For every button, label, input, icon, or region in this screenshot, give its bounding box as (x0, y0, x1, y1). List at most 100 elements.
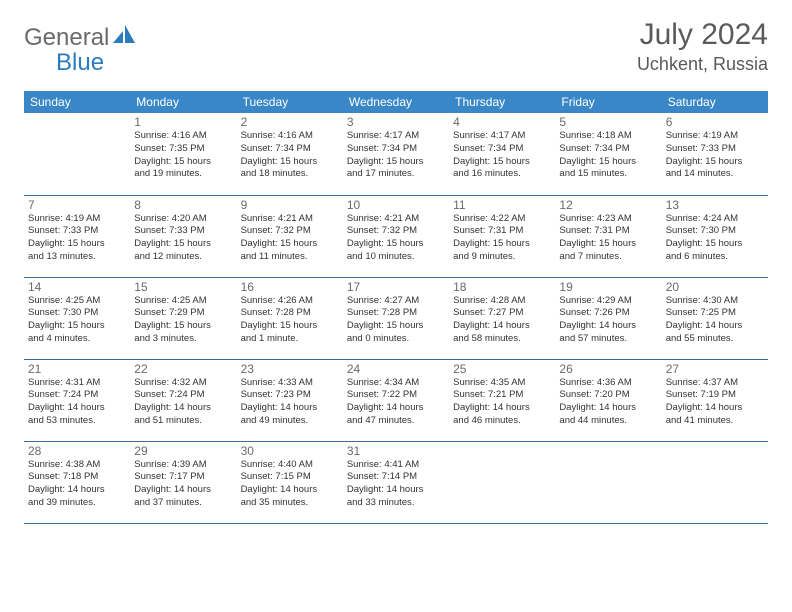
day-info: Sunrise: 4:37 AMSunset: 7:19 PMDaylight:… (666, 377, 764, 428)
day-info: Sunrise: 4:16 AMSunset: 7:34 PMDaylight:… (241, 130, 339, 181)
info-line: and 7 minutes. (559, 251, 657, 264)
day-number: 20 (666, 280, 764, 294)
day-number: 5 (559, 115, 657, 129)
info-line: Sunset: 7:33 PM (134, 225, 232, 238)
info-line: Sunrise: 4:29 AM (559, 295, 657, 308)
info-line: and 58 minutes. (453, 333, 551, 346)
calendar-week-row: 1Sunrise: 4:16 AMSunset: 7:35 PMDaylight… (24, 113, 768, 195)
info-line: Sunset: 7:17 PM (134, 471, 232, 484)
calendar-cell: 2Sunrise: 4:16 AMSunset: 7:34 PMDaylight… (237, 113, 343, 195)
weekday-header: Thursday (449, 91, 555, 113)
info-line: and 55 minutes. (666, 333, 764, 346)
info-line: Daylight: 14 hours (666, 320, 764, 333)
calendar-cell: 1Sunrise: 4:16 AMSunset: 7:35 PMDaylight… (130, 113, 236, 195)
weekday-header-row: Sunday Monday Tuesday Wednesday Thursday… (24, 91, 768, 113)
info-line: Sunrise: 4:40 AM (241, 459, 339, 472)
day-info: Sunrise: 4:31 AMSunset: 7:24 PMDaylight:… (28, 377, 126, 428)
calendar-cell: 29Sunrise: 4:39 AMSunset: 7:17 PMDayligh… (130, 441, 236, 523)
calendar-table: Sunday Monday Tuesday Wednesday Thursday… (24, 91, 768, 524)
day-number: 4 (453, 115, 551, 129)
day-number: 30 (241, 444, 339, 458)
calendar-cell: 21Sunrise: 4:31 AMSunset: 7:24 PMDayligh… (24, 359, 130, 441)
calendar-cell: 12Sunrise: 4:23 AMSunset: 7:31 PMDayligh… (555, 195, 661, 277)
calendar-cell: 18Sunrise: 4:28 AMSunset: 7:27 PMDayligh… (449, 277, 555, 359)
info-line: Sunrise: 4:36 AM (559, 377, 657, 390)
day-number: 1 (134, 115, 232, 129)
calendar-cell: 25Sunrise: 4:35 AMSunset: 7:21 PMDayligh… (449, 359, 555, 441)
info-line: Sunrise: 4:16 AM (134, 130, 232, 143)
calendar-cell: 30Sunrise: 4:40 AMSunset: 7:15 PMDayligh… (237, 441, 343, 523)
info-line: Sunrise: 4:28 AM (453, 295, 551, 308)
info-line: Sunset: 7:21 PM (453, 389, 551, 402)
calendar-cell: 15Sunrise: 4:25 AMSunset: 7:29 PMDayligh… (130, 277, 236, 359)
day-number: 24 (347, 362, 445, 376)
calendar-week-row: 28Sunrise: 4:38 AMSunset: 7:18 PMDayligh… (24, 441, 768, 523)
day-number: 23 (241, 362, 339, 376)
calendar-body: 1Sunrise: 4:16 AMSunset: 7:35 PMDaylight… (24, 113, 768, 523)
weekday-header: Saturday (662, 91, 768, 113)
month-title: July 2024 (637, 18, 768, 52)
day-number: 13 (666, 198, 764, 212)
calendar-cell (555, 441, 661, 523)
day-number: 8 (134, 198, 232, 212)
day-info: Sunrise: 4:21 AMSunset: 7:32 PMDaylight:… (347, 213, 445, 264)
day-info: Sunrise: 4:38 AMSunset: 7:18 PMDaylight:… (28, 459, 126, 510)
day-info: Sunrise: 4:34 AMSunset: 7:22 PMDaylight:… (347, 377, 445, 428)
info-line: and 15 minutes. (559, 168, 657, 181)
calendar-cell: 20Sunrise: 4:30 AMSunset: 7:25 PMDayligh… (662, 277, 768, 359)
info-line: Sunset: 7:29 PM (134, 307, 232, 320)
calendar-cell: 9Sunrise: 4:21 AMSunset: 7:32 PMDaylight… (237, 195, 343, 277)
info-line: and 33 minutes. (347, 497, 445, 510)
info-line: Sunset: 7:30 PM (666, 225, 764, 238)
day-number: 29 (134, 444, 232, 458)
info-line: Sunrise: 4:20 AM (134, 213, 232, 226)
info-line: Daylight: 15 hours (559, 238, 657, 251)
calendar-cell (24, 113, 130, 195)
info-line: Sunrise: 4:21 AM (241, 213, 339, 226)
info-line: Sunset: 7:34 PM (453, 143, 551, 156)
info-line: Sunset: 7:24 PM (28, 389, 126, 402)
calendar-cell: 31Sunrise: 4:41 AMSunset: 7:14 PMDayligh… (343, 441, 449, 523)
info-line: and 3 minutes. (134, 333, 232, 346)
info-line: Sunset: 7:22 PM (347, 389, 445, 402)
calendar-cell: 23Sunrise: 4:33 AMSunset: 7:23 PMDayligh… (237, 359, 343, 441)
info-line: Sunset: 7:33 PM (28, 225, 126, 238)
calendar-cell: 5Sunrise: 4:18 AMSunset: 7:34 PMDaylight… (555, 113, 661, 195)
info-line: Sunset: 7:34 PM (347, 143, 445, 156)
calendar-cell: 7Sunrise: 4:19 AMSunset: 7:33 PMDaylight… (24, 195, 130, 277)
info-line: and 17 minutes. (347, 168, 445, 181)
info-line: Sunset: 7:27 PM (453, 307, 551, 320)
day-number: 17 (347, 280, 445, 294)
info-line: and 37 minutes. (134, 497, 232, 510)
day-info: Sunrise: 4:24 AMSunset: 7:30 PMDaylight:… (666, 213, 764, 264)
info-line: and 11 minutes. (241, 251, 339, 264)
info-line: Sunrise: 4:17 AM (347, 130, 445, 143)
calendar-cell: 27Sunrise: 4:37 AMSunset: 7:19 PMDayligh… (662, 359, 768, 441)
day-number: 9 (241, 198, 339, 212)
info-line: Daylight: 15 hours (347, 320, 445, 333)
info-line: and 19 minutes. (134, 168, 232, 181)
info-line: Sunrise: 4:27 AM (347, 295, 445, 308)
info-line: and 1 minute. (241, 333, 339, 346)
info-line: Daylight: 14 hours (28, 402, 126, 415)
calendar-cell: 11Sunrise: 4:22 AMSunset: 7:31 PMDayligh… (449, 195, 555, 277)
calendar-cell: 24Sunrise: 4:34 AMSunset: 7:22 PMDayligh… (343, 359, 449, 441)
info-line: and 44 minutes. (559, 415, 657, 428)
info-line: Daylight: 14 hours (559, 402, 657, 415)
calendar-cell: 8Sunrise: 4:20 AMSunset: 7:33 PMDaylight… (130, 195, 236, 277)
info-line: Sunrise: 4:21 AM (347, 213, 445, 226)
info-line: Daylight: 15 hours (347, 156, 445, 169)
day-number: 19 (559, 280, 657, 294)
info-line: Sunset: 7:34 PM (241, 143, 339, 156)
calendar-cell: 19Sunrise: 4:29 AMSunset: 7:26 PMDayligh… (555, 277, 661, 359)
info-line: Sunset: 7:15 PM (241, 471, 339, 484)
day-info: Sunrise: 4:33 AMSunset: 7:23 PMDaylight:… (241, 377, 339, 428)
day-number: 3 (347, 115, 445, 129)
day-info: Sunrise: 4:18 AMSunset: 7:34 PMDaylight:… (559, 130, 657, 181)
info-line: Daylight: 15 hours (241, 320, 339, 333)
info-line: Sunset: 7:14 PM (347, 471, 445, 484)
info-line: and 57 minutes. (559, 333, 657, 346)
info-line: Sunset: 7:25 PM (666, 307, 764, 320)
info-line: Sunrise: 4:31 AM (28, 377, 126, 390)
calendar-cell (449, 441, 555, 523)
